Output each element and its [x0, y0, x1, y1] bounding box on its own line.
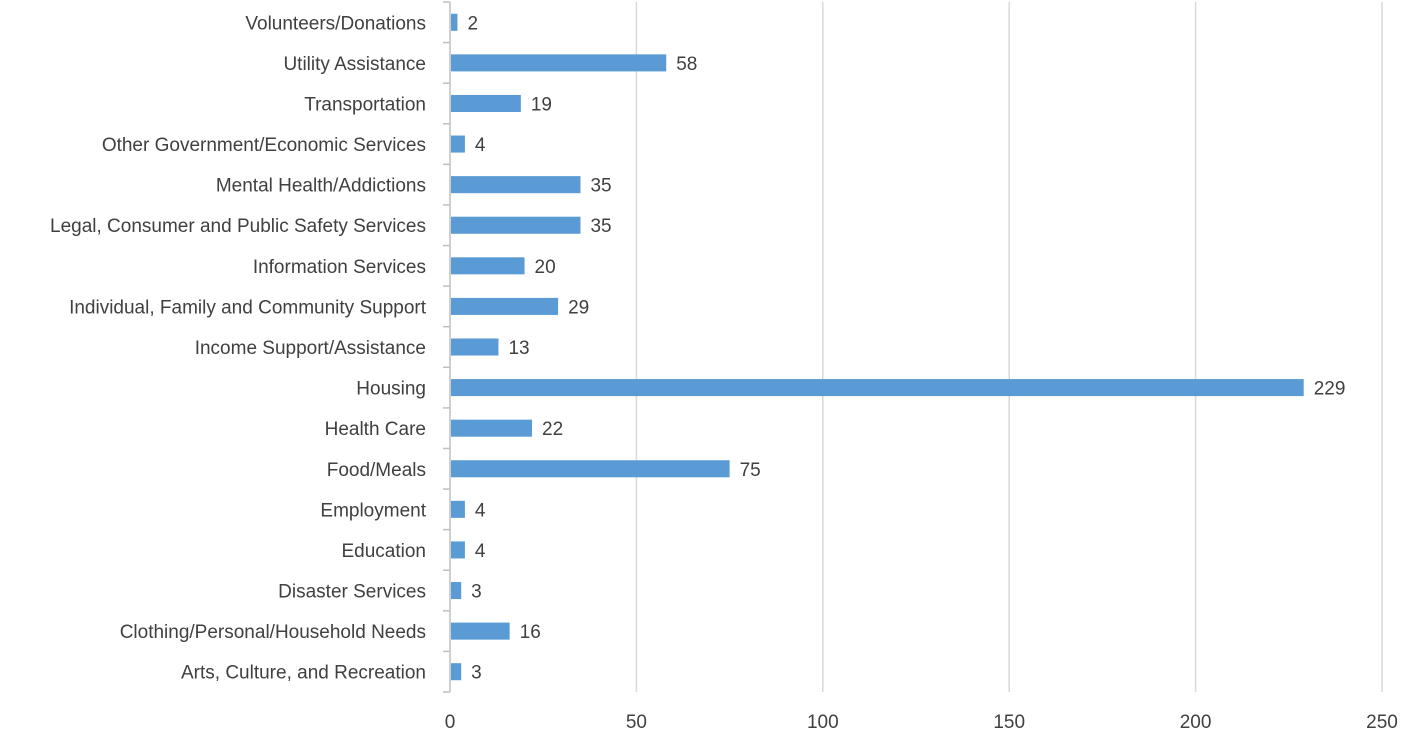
x-tick-label-250: 250	[1366, 712, 1398, 733]
data-label: 4	[475, 541, 486, 562]
data-label: 58	[676, 54, 697, 75]
category-label: Other Government/Economic Services	[102, 135, 426, 156]
x-tick-label-50: 50	[626, 712, 647, 733]
data-label: 229	[1314, 379, 1346, 400]
data-label: 75	[740, 460, 761, 481]
x-tick-label-100: 100	[807, 712, 839, 733]
data-label: 3	[471, 663, 482, 684]
category-label: Housing	[356, 379, 426, 400]
x-axis-tick-labels: 0 50 100 150 200 250	[445, 712, 1398, 733]
category-axis	[443, 1, 451, 693]
bar	[451, 135, 465, 153]
bar-series	[451, 13, 1304, 681]
category-label: Volunteers/Donations	[245, 13, 426, 34]
category-label: Clothing/Personal/Household Needs	[120, 622, 426, 643]
category-label: Disaster Services	[278, 582, 426, 603]
category-label: Employment	[320, 500, 426, 521]
bar	[451, 257, 525, 275]
data-label: 13	[508, 338, 529, 359]
data-label: 3	[471, 582, 482, 603]
data-label: 2	[467, 13, 478, 34]
bar	[451, 500, 465, 518]
category-label: Mental Health/Addictions	[216, 176, 426, 197]
category-label: Health Care	[325, 419, 426, 440]
bar	[451, 216, 581, 234]
bar	[451, 622, 510, 640]
bar	[451, 54, 667, 72]
data-label: 20	[535, 257, 556, 278]
x-tick-label-200: 200	[1180, 712, 1212, 733]
data-label: 19	[531, 94, 552, 115]
data-labels: 2 58 19 4 35 35 20 29 13 229 22 75 4 4 3 16 3	[467, 13, 1345, 683]
category-label: Individual, Family and Community Support	[69, 297, 427, 318]
x-tick-label-0: 0	[445, 712, 456, 733]
bar	[451, 379, 1304, 397]
bar	[451, 176, 581, 194]
bar	[451, 338, 499, 356]
data-label: 29	[568, 297, 589, 318]
data-label: 22	[542, 419, 563, 440]
data-label: 16	[520, 622, 541, 643]
bar	[451, 663, 462, 681]
bar	[451, 297, 559, 315]
data-label: 35	[590, 176, 611, 197]
category-label: Arts, Culture, and Recreation	[181, 663, 426, 684]
data-label: 4	[475, 135, 486, 156]
data-label: 35	[590, 216, 611, 237]
category-label: Legal, Consumer and Public Safety Servic…	[50, 216, 426, 237]
x-tick-label-150: 150	[993, 712, 1025, 733]
bar	[451, 460, 730, 478]
bar	[451, 94, 521, 112]
bar	[451, 541, 465, 559]
bar	[451, 13, 458, 31]
category-label: Education	[341, 541, 426, 562]
data-label: 4	[475, 500, 486, 521]
bar	[451, 419, 533, 437]
gridlines	[635, 2, 1383, 692]
category-label: Food/Meals	[327, 460, 426, 481]
category-label: Transportation	[304, 94, 426, 115]
bar	[451, 582, 462, 600]
category-label: Information Services	[253, 257, 426, 278]
category-label: Utility Assistance	[283, 54, 426, 75]
category-label: Income Support/Assistance	[195, 338, 426, 359]
category-labels: Volunteers/Donations Utility Assistance Tr…	[50, 13, 427, 683]
